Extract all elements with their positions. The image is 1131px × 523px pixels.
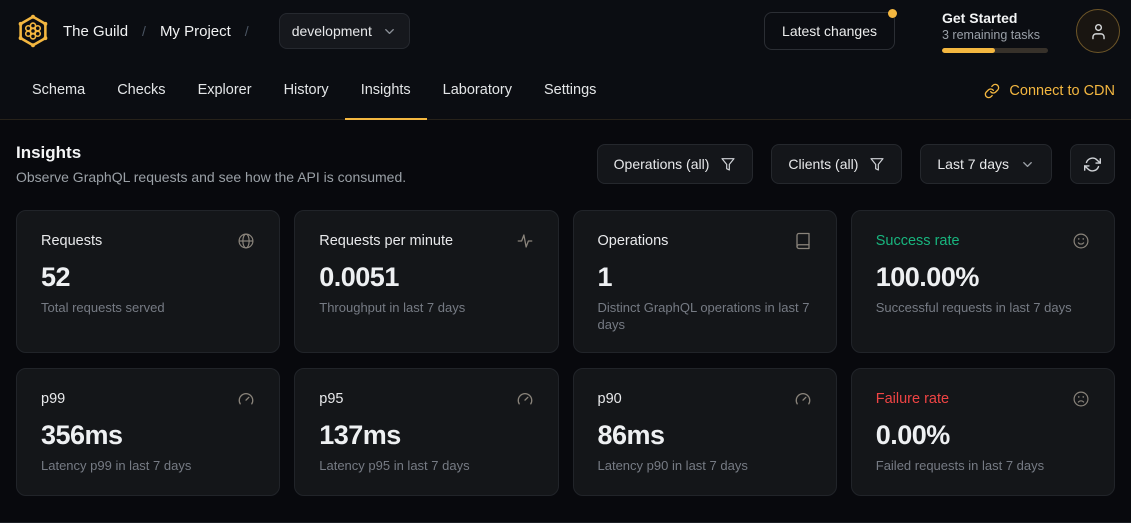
book-icon <box>794 232 812 250</box>
card-subtitle: Failed requests in last 7 days <box>875 458 1045 473</box>
tab-schema[interactable]: Schema <box>16 62 101 120</box>
gauge-icon <box>516 390 534 408</box>
stat-card-p99: p99 356ms Latency p99 in last 7 days <box>16 368 281 496</box>
stat-card-p95: p95 137ms Latency p95 in last 7 days <box>294 368 559 496</box>
card-subtitle: Distinct GraphQL operations in last 7 da… <box>597 300 810 332</box>
user-avatar[interactable] <box>1076 9 1120 53</box>
connect-to-cdn-link[interactable]: Connect to CDN <box>984 62 1115 119</box>
tab-label: Checks <box>117 82 166 98</box>
card-value: 86ms <box>597 420 666 450</box>
stats-grid: Requests 52 Total requests served Reques… <box>16 210 1115 496</box>
tab-label: Explorer <box>197 82 252 98</box>
stat-card-rpm: Requests per minute 0.0051 Throughput in… <box>294 210 559 353</box>
frown-icon <box>1072 390 1090 408</box>
card-subtitle: Total requests served <box>41 300 165 315</box>
funnel-icon <box>869 156 885 172</box>
chevron-down-icon <box>382 24 397 39</box>
gauge-icon <box>794 390 812 408</box>
card-subtitle: Latency p99 in last 7 days <box>41 458 192 473</box>
stat-card-success-rate: Success rate 100.00% Successful requests… <box>850 210 1115 353</box>
latest-changes-button[interactable]: Latest changes <box>764 9 897 50</box>
card-value: 0.00% <box>875 420 951 450</box>
clients-filter-label: Clients (all) <box>788 156 859 172</box>
tab-history[interactable]: History <box>268 62 345 120</box>
target-select-value: development <box>291 23 372 39</box>
activity-icon <box>516 232 534 250</box>
get-started-progressbar <box>942 47 1048 53</box>
breadcrumb-separator: / <box>244 23 249 39</box>
get-started-title: Get Started <box>942 9 1018 26</box>
card-subtitle: Latency p90 in last 7 days <box>597 458 748 473</box>
card-title: Operations <box>597 233 669 249</box>
latest-changes-label: Latest changes <box>782 23 877 39</box>
operations-filter-label: Operations (all) <box>613 156 710 172</box>
clients-filter-button[interactable]: Clients (all) <box>771 144 903 184</box>
user-icon <box>1089 22 1108 41</box>
page-header: Insights Observe GraphQL requests and se… <box>16 143 406 185</box>
tab-checks[interactable]: Checks <box>101 62 181 120</box>
connect-to-cdn-label: Connect to CDN <box>1009 82 1115 99</box>
card-value: 1 <box>597 262 613 292</box>
stat-card-requests: Requests 52 Total requests served <box>16 210 281 353</box>
refresh-button[interactable] <box>1070 144 1115 184</box>
breadcrumb-separator: / <box>142 23 146 39</box>
refresh-icon <box>1084 156 1101 173</box>
stat-card-p90: p90 86ms Latency p90 in last 7 days <box>572 368 837 496</box>
top-header: The Guild / My Project / development Lat… <box>0 0 1131 62</box>
header-actions: Latest changes Get Started 3 remaining t… <box>764 9 1120 53</box>
globe-icon <box>237 232 255 250</box>
breadcrumb-project[interactable]: My Project <box>159 22 231 40</box>
stat-card-operations: Operations 1 Distinct GraphQL operations… <box>572 210 837 353</box>
card-title: Requests <box>41 233 103 249</box>
period-select[interactable]: Last 7 days <box>920 144 1052 184</box>
breadcrumb-org[interactable]: The Guild <box>63 22 129 40</box>
smiley-icon <box>1072 232 1090 250</box>
tab-label: Schema <box>32 82 86 98</box>
target-select[interactable]: development <box>278 13 410 49</box>
chevron-down-icon <box>1020 157 1035 172</box>
tab-label: Insights <box>360 82 411 98</box>
card-title: Failure rate <box>875 391 950 407</box>
card-title: Success rate <box>875 233 960 249</box>
tab-label: Laboratory <box>442 82 512 98</box>
tab-label: History <box>283 82 329 98</box>
link-icon <box>984 83 1000 99</box>
page-subtitle: Observe GraphQL requests and see how the… <box>16 169 407 185</box>
card-subtitle: Latency p95 in last 7 days <box>319 458 470 473</box>
funnel-icon <box>720 156 736 172</box>
filter-toolbar: Operations (all) Clients (all) Last 7 da… <box>596 144 1115 184</box>
insights-page: Insights Observe GraphQL requests and se… <box>0 120 1131 496</box>
card-value: 0.0051 <box>319 262 399 292</box>
period-select-value: Last 7 days <box>937 156 1009 172</box>
card-value: 137ms <box>319 420 401 450</box>
get-started-remaining: 3 remaining tasks <box>942 27 1040 42</box>
card-title: p95 <box>319 391 344 407</box>
notification-dot <box>888 9 897 18</box>
hive-logo-icon[interactable] <box>14 12 52 50</box>
page-title: Insights <box>16 143 82 162</box>
get-started-widget[interactable]: Get Started 3 remaining tasks <box>942 10 1048 53</box>
primary-nav: Schema Checks Explorer History Insights … <box>0 62 1131 120</box>
tab-settings[interactable]: Settings <box>528 62 612 120</box>
card-title: Requests per minute <box>319 233 454 249</box>
card-value: 100.00% <box>875 262 980 292</box>
card-title: p90 <box>597 391 622 407</box>
card-subtitle: Successful requests in last 7 days <box>875 300 1072 315</box>
gauge-icon <box>237 390 255 408</box>
tab-insights[interactable]: Insights <box>344 62 427 120</box>
stat-card-failure-rate: Failure rate 0.00% Failed requests in la… <box>850 368 1115 496</box>
card-title: p99 <box>41 391 66 407</box>
tab-label: Settings <box>544 82 597 98</box>
card-value: 356ms <box>41 420 123 450</box>
card-subtitle: Throughput in last 7 days <box>319 300 466 315</box>
operations-filter-button[interactable]: Operations (all) <box>596 144 754 184</box>
tab-explorer[interactable]: Explorer <box>182 62 268 120</box>
get-started-progress-fill <box>942 47 995 53</box>
card-value: 52 <box>41 262 71 292</box>
tab-laboratory[interactable]: Laboratory <box>427 62 528 120</box>
